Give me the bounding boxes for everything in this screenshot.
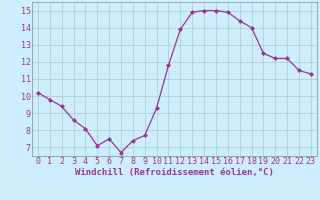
X-axis label: Windchill (Refroidissement éolien,°C): Windchill (Refroidissement éolien,°C) xyxy=(75,168,274,177)
